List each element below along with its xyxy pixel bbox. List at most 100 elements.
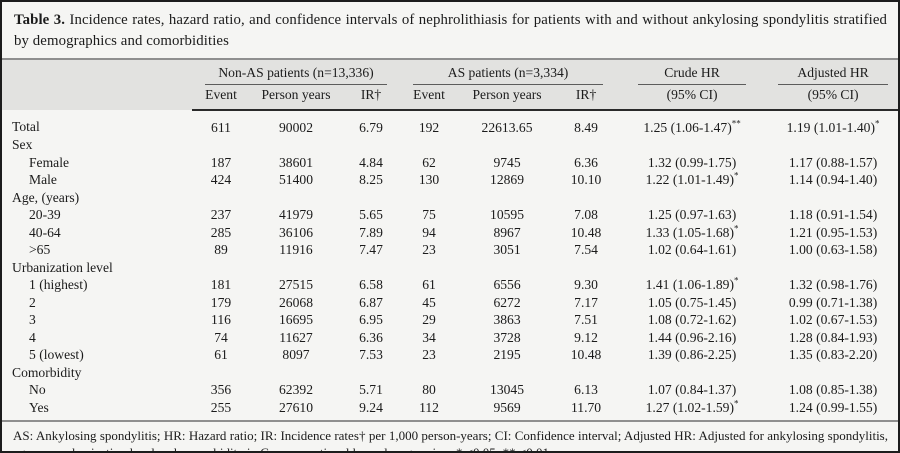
value-cell: 5.71 — [359, 382, 383, 398]
col-group-non-as: Non-AS patients (n=13,336) — [192, 58, 401, 85]
value-cell: 7.54 — [574, 242, 598, 258]
value-cell: 130 — [418, 172, 440, 188]
value-cell: 6.58 — [359, 277, 383, 293]
value-cell: 6.79 — [359, 119, 383, 135]
crude-hr-cell: 1.07 (0.84-1.37) — [647, 382, 737, 398]
value-cell: 45 — [422, 294, 436, 310]
value-cell: 62392 — [279, 382, 313, 398]
adjusted-hr-cell: 1.35 (0.83-2.20) — [788, 347, 878, 363]
row-label: 40-64 — [29, 224, 61, 240]
value-cell: 11.70 — [571, 399, 602, 415]
value-cell: 9745 — [493, 154, 521, 170]
row-label: Female — [29, 154, 70, 170]
value-cell: 6.95 — [359, 312, 383, 328]
value-cell: 23 — [422, 242, 436, 258]
row-label: Age, (years) — [12, 189, 80, 205]
value-cell: 7.08 — [574, 207, 598, 223]
crude-hr-cell: 1.39 (0.86-2.25) — [647, 347, 737, 363]
table-title: Table 3. Incidence rates, hazard ratio, … — [2, 2, 898, 58]
crude-hr-cell: 1.05 (0.75-1.45) — [647, 294, 737, 310]
row-label: Sex — [12, 137, 33, 153]
table-footnote: AS: Ankylosing spondylitis; HR: Hazard r… — [2, 419, 898, 451]
value-cell: 10.48 — [570, 347, 602, 363]
value-cell: 6556 — [493, 277, 521, 293]
col-ir-as: IR† — [556, 85, 617, 111]
col-group-as: AS patients (n=3,334) — [400, 58, 617, 85]
value-cell: 94 — [422, 224, 436, 240]
crude-hr-cell: 1.25 (0.97-1.63) — [647, 207, 737, 223]
value-cell: 11916 — [279, 242, 313, 258]
value-cell: 51400 — [279, 172, 313, 188]
table-number: Table 3. — [14, 12, 66, 28]
row-label: Total — [12, 119, 40, 135]
value-cell: 6.87 — [359, 294, 383, 310]
value-cell: 62 — [422, 154, 436, 170]
value-cell: 9569 — [493, 399, 521, 415]
value-cell: 23 — [422, 347, 436, 363]
value-cell: 192 — [418, 119, 440, 135]
value-cell: 2195 — [493, 347, 521, 363]
value-cell: 9.12 — [574, 329, 598, 345]
row-label: Urbanization level — [12, 259, 113, 275]
crude-hr-cell: 1.44 (0.96-2.16) — [647, 329, 737, 345]
value-cell: 11627 — [279, 329, 313, 345]
value-cell: 3728 — [493, 329, 521, 345]
table-row: Total 611 90002 6.79 192 22613.65 8.49 1.25 (1.… — [2, 110, 898, 137]
empty-cells — [192, 259, 898, 277]
crude-hr-cell: 1.25 (1.06-1.47)** — [643, 118, 741, 135]
value-cell: 22613.65 — [481, 119, 533, 135]
adjusted-hr-cell: 1.19 (1.01-1.40)* — [786, 118, 880, 135]
value-cell: 8.25 — [359, 172, 383, 188]
table-row: 2 179 26068 6.87 45 6272 7.17 1.05 (0.75-1.45) 0… — [2, 294, 898, 312]
adjusted-hr-cell: 1.17 (0.88-1.57) — [788, 154, 878, 170]
table-row: 20-39 237 41979 5.65 75 10595 7.08 1.25 (0.97-1… — [2, 207, 898, 225]
value-cell: 181 — [210, 277, 232, 293]
value-cell: 8097 — [282, 347, 310, 363]
value-cell: 27610 — [279, 399, 313, 415]
col-personyears-nonas: Person years — [250, 85, 342, 111]
crude-hr-cell: 1.32 (0.99-1.75) — [647, 154, 737, 170]
adjusted-hr-cell: 1.00 (0.63-1.58) — [788, 242, 878, 258]
table-row: Female 187 38601 4.84 62 9745 6.36 1.32 (0.99-1… — [2, 154, 898, 172]
value-cell: 36106 — [279, 224, 313, 240]
col-adjusted-ci: (95% CI) — [768, 85, 898, 111]
col-event-nonas: Event — [192, 85, 250, 111]
table-row: Yes 255 27610 9.24 112 9569 11.70 1.27 (1.02-1.… — [2, 399, 898, 417]
value-cell: 10.10 — [570, 172, 602, 188]
adjusted-hr-cell: 1.18 (0.91-1.54) — [788, 207, 878, 223]
table-row: 5 (lowest) 61 8097 7.53 23 2195 10.48 1.39 (0.8… — [2, 347, 898, 365]
value-cell: 7.47 — [359, 242, 383, 258]
value-cell: 16695 — [279, 312, 313, 328]
value-cell: 6.36 — [359, 329, 383, 345]
value-cell: 6.13 — [574, 382, 598, 398]
value-cell: 3863 — [493, 312, 521, 328]
row-label: Yes — [29, 399, 49, 415]
value-cell: 7.17 — [574, 294, 598, 310]
crude-hr-cell: 1.22 (1.01-1.49)* — [645, 171, 739, 188]
row-label: >65 — [29, 242, 51, 258]
value-cell: 179 — [210, 294, 232, 310]
value-cell: 187 — [210, 154, 232, 170]
table-row: 4 74 11627 6.36 34 3728 9.12 1.44 (0.96-2.16) 1.… — [2, 329, 898, 347]
crude-hr-cell: 1.41 (1.06-1.89)* — [645, 276, 739, 293]
value-cell: 285 — [210, 224, 232, 240]
value-cell: 26068 — [279, 294, 313, 310]
value-cell: 38601 — [279, 154, 313, 170]
sub-header-row: Event Person years IR† Event Person year… — [2, 85, 898, 111]
row-label: 3 — [29, 312, 36, 328]
crude-hr-cell: 1.02 (0.64-1.61) — [647, 242, 737, 258]
value-cell: 7.51 — [574, 312, 598, 328]
value-cell: 112 — [419, 399, 439, 415]
col-ir-nonas: IR† — [342, 85, 401, 111]
empty-cells — [192, 189, 898, 207]
value-cell: 6.36 — [574, 154, 598, 170]
value-cell: 356 — [210, 382, 232, 398]
value-cell: 7.53 — [359, 347, 383, 363]
value-cell: 4.84 — [359, 154, 383, 170]
empty-cells — [192, 137, 898, 155]
value-cell: 61 — [422, 277, 436, 293]
col-group-crude-hr: Crude HR — [616, 58, 769, 85]
crude-hr-cell: 1.33 (1.05-1.68)* — [645, 224, 739, 240]
value-cell: 13045 — [490, 382, 525, 398]
adjusted-hr-cell: 1.08 (0.85-1.38) — [788, 382, 878, 398]
